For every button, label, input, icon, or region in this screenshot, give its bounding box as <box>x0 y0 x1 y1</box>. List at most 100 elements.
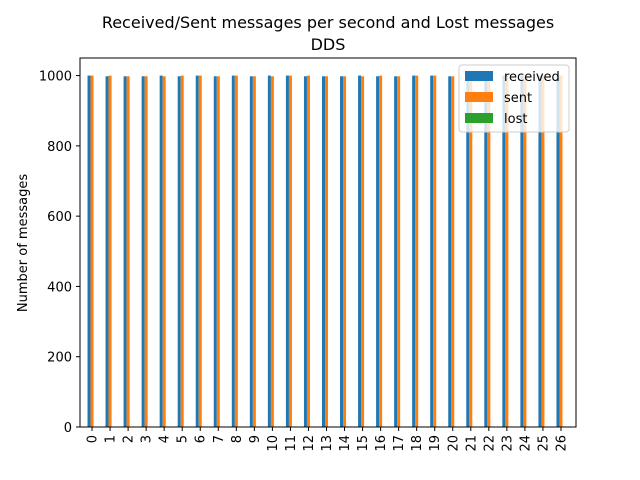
bar-received-19 <box>430 75 434 427</box>
y-tick-label: 800 <box>47 140 72 155</box>
y-tick-label: 400 <box>47 280 72 295</box>
bar-received-23 <box>502 75 506 427</box>
bar-received-6 <box>195 75 199 427</box>
bars-layer <box>87 75 563 428</box>
bar-sent-2 <box>126 76 130 428</box>
legend: received sent lost <box>458 64 570 133</box>
x-tick-label: 13 <box>320 435 335 452</box>
bar-received-26 <box>556 75 560 427</box>
bar-sent-17 <box>397 76 401 428</box>
bar-received-1 <box>105 76 109 428</box>
x-tick-label: 24 <box>518 435 533 452</box>
bar-received-8 <box>231 75 235 427</box>
x-tick-label: 21 <box>464 435 479 452</box>
bar-received-25 <box>538 75 542 427</box>
bar-received-24 <box>520 75 524 427</box>
bar-sent-1 <box>108 75 112 427</box>
bar-sent-16 <box>379 75 383 427</box>
plot-frame <box>79 57 577 428</box>
bar-sent-18 <box>415 75 419 427</box>
bar-received-10 <box>267 75 271 427</box>
bar-sent-5 <box>180 75 184 427</box>
x-tick-label: 16 <box>374 435 389 452</box>
y-axis: 0 200 400 600 800 1000 <box>39 70 80 436</box>
bar-sent-4 <box>162 76 166 428</box>
bar-sent-19 <box>433 75 437 427</box>
bar-received-0 <box>87 75 91 427</box>
bar-sent-10 <box>270 76 274 428</box>
x-tick-label: 5 <box>176 435 191 443</box>
y-tick-label: 1000 <box>39 70 72 85</box>
chart-title: Received/Sent messages per second and Lo… <box>102 13 554 32</box>
y-tick-label: 200 <box>47 351 72 366</box>
x-tick-label: 23 <box>500 435 515 452</box>
legend-label-received: received <box>504 70 560 85</box>
bar-sent-20 <box>451 76 455 428</box>
legend-swatch-sent <box>465 92 493 102</box>
bar-received-9 <box>249 76 253 428</box>
y-tick-label: 600 <box>47 210 72 225</box>
bar-received-20 <box>448 76 452 428</box>
bar-received-4 <box>159 75 163 427</box>
bar-sent-13 <box>325 76 329 428</box>
x-tick-label: 22 <box>482 435 497 452</box>
chart-subtitle: DDS <box>311 35 346 54</box>
bar-sent-9 <box>252 76 256 428</box>
x-tick-label: 2 <box>122 435 137 443</box>
bar-received-15 <box>358 75 362 427</box>
bar-sent-12 <box>306 75 310 427</box>
x-tick-label: 20 <box>446 435 461 452</box>
bar-sent-26 <box>559 75 563 427</box>
x-tick-label: 12 <box>302 435 317 452</box>
x-tick-label: 3 <box>140 435 155 443</box>
bar-received-22 <box>484 75 488 427</box>
legend-label-sent: sent <box>504 91 532 106</box>
bar-sent-15 <box>361 76 365 428</box>
x-tick-label: 26 <box>554 435 569 452</box>
bar-received-7 <box>213 76 217 428</box>
x-tick-label: 15 <box>356 435 371 452</box>
x-tick-label: 25 <box>536 435 551 452</box>
bar-received-2 <box>123 76 127 428</box>
x-axis: 0 1 2 3 4 5 6 7 8 9 10 11 12 13 14 15 16 17 18 19 20 21 22 23 24… <box>86 427 569 452</box>
legend-label-lost: lost <box>504 112 527 127</box>
bar-sent-24 <box>523 75 527 427</box>
bar-received-14 <box>340 76 344 428</box>
bar-received-12 <box>303 76 307 428</box>
x-tick-label: 6 <box>194 435 209 443</box>
x-tick-label: 9 <box>248 435 263 443</box>
bar-received-3 <box>141 76 145 428</box>
x-tick-label: 14 <box>338 435 353 452</box>
y-axis-title: Number of messages <box>16 174 31 312</box>
bar-sent-14 <box>343 76 347 428</box>
bar-sent-0 <box>90 75 94 427</box>
legend-swatch-lost <box>465 113 493 123</box>
bar-received-17 <box>394 76 398 428</box>
bar-sent-25 <box>541 75 545 427</box>
x-tick-label: 4 <box>158 435 173 443</box>
bar-sent-7 <box>216 76 220 428</box>
x-tick-label: 19 <box>428 435 443 452</box>
x-tick-label: 1 <box>104 435 119 443</box>
bar-received-16 <box>376 76 380 428</box>
y-tick-label: 0 <box>64 421 72 436</box>
bar-sent-23 <box>505 75 509 427</box>
bar-received-18 <box>412 75 416 427</box>
x-tick-label: 7 <box>212 435 227 443</box>
x-tick-label: 18 <box>410 435 425 452</box>
bar-sent-22 <box>487 75 491 427</box>
bar-received-11 <box>285 75 289 427</box>
x-tick-label: 10 <box>266 435 281 452</box>
bar-sent-3 <box>144 76 148 428</box>
bar-received-13 <box>321 76 325 428</box>
bar-received-21 <box>466 75 470 427</box>
bar-sent-6 <box>198 75 202 427</box>
legend-swatch-received <box>465 71 493 81</box>
x-tick-label: 11 <box>284 435 299 452</box>
x-tick-label: 8 <box>230 435 245 443</box>
x-tick-label: 17 <box>392 435 407 452</box>
bar-sent-8 <box>234 75 238 427</box>
bar-sent-21 <box>469 75 473 427</box>
